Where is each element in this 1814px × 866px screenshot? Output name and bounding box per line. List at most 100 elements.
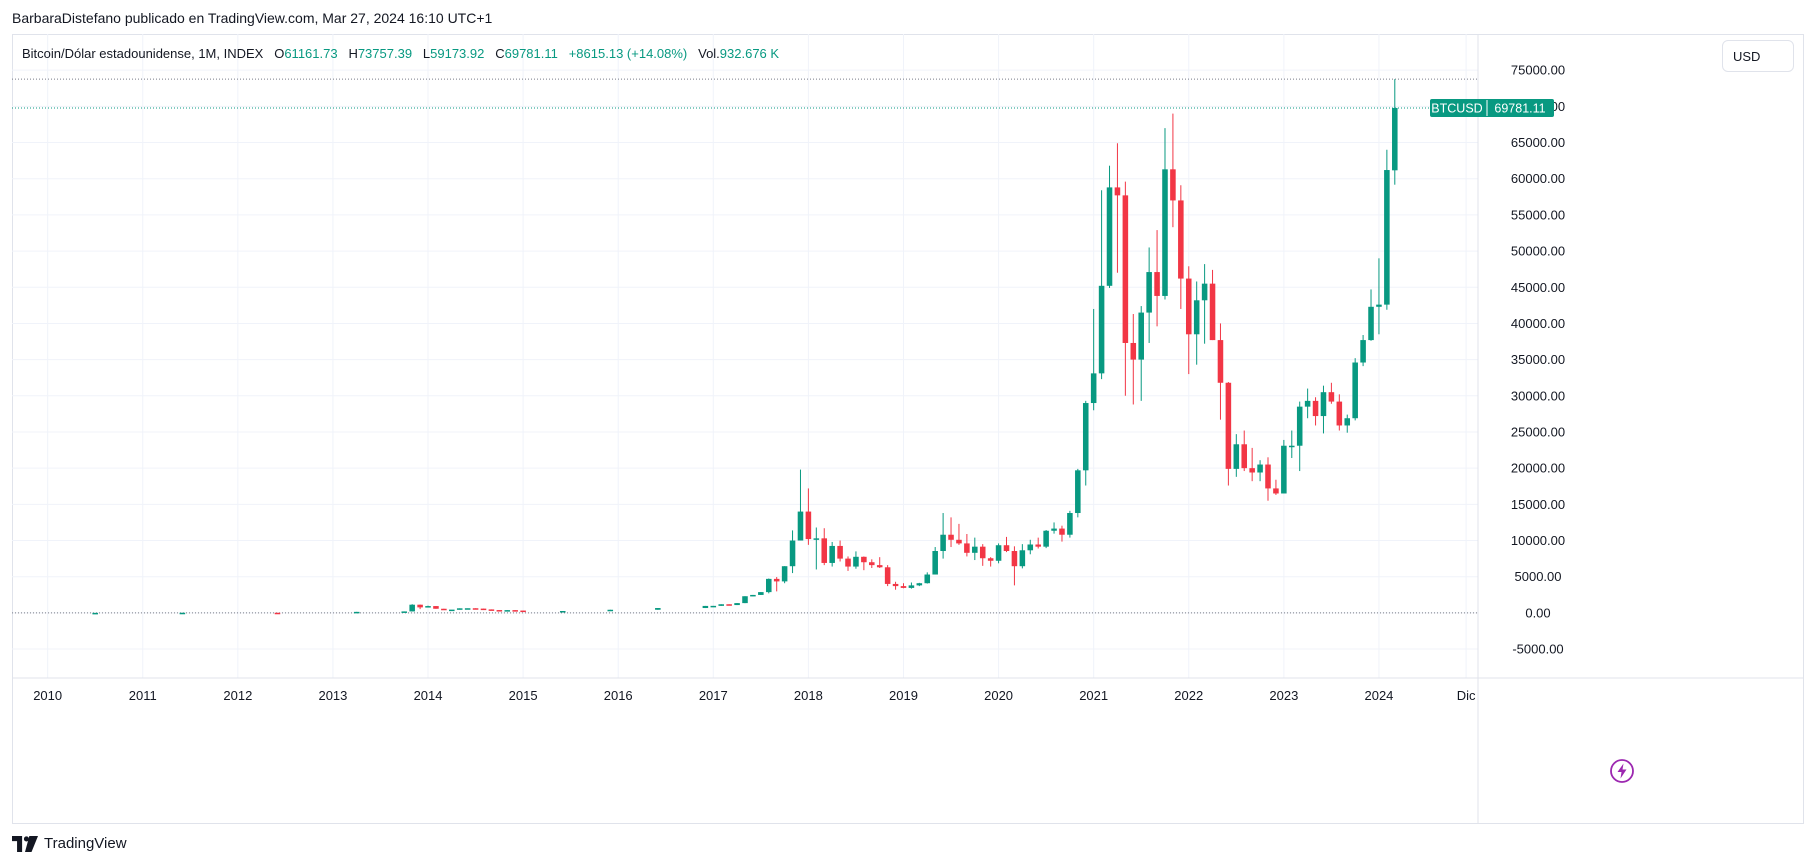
candle-body — [1090, 373, 1097, 404]
y-tick-label: 0.00 — [1525, 605, 1550, 620]
publisher-line: BarbaraDistefano publicado en TradingVie… — [12, 10, 493, 26]
x-tick-label: 2024 — [1364, 688, 1393, 703]
candle-body — [892, 583, 899, 587]
candle-body — [1320, 392, 1327, 417]
price-tag-background — [1430, 98, 1554, 117]
y-tick-label: -5000.00 — [1512, 642, 1563, 657]
candle-body — [861, 556, 867, 563]
x-tick-label: 2016 — [604, 688, 633, 703]
candle-body — [401, 611, 408, 613]
candle-body — [1281, 445, 1287, 494]
candle-body — [433, 606, 439, 609]
y-tick-label: 50000.00 — [1511, 244, 1565, 259]
lightning-icon[interactable] — [1609, 758, 1635, 784]
candle-body — [425, 606, 431, 608]
candle-body — [956, 539, 962, 544]
candle-body — [1154, 272, 1160, 296]
candle-body — [1344, 418, 1351, 426]
y-axis: 75000.0070000.0065000.0060000.0055000.00… — [1511, 63, 1565, 657]
grid-lines — [12, 34, 1803, 823]
candle-body — [1241, 444, 1248, 469]
candle-body — [464, 608, 471, 610]
candle-body — [1304, 400, 1311, 407]
candle-body — [1225, 382, 1232, 469]
candle-body — [353, 611, 360, 614]
x-tick-label: 2021 — [1079, 688, 1108, 703]
candle-body — [718, 604, 725, 606]
candle-body — [1035, 544, 1041, 547]
volume-label: Vol. — [698, 46, 720, 61]
price-tag-symbol: BTCUSD — [1431, 101, 1482, 115]
symbol-label: Bitcoin/Dólar estadounidense, 1M, INDEX — [22, 46, 264, 61]
x-tick-label: 2015 — [509, 688, 538, 703]
candles — [92, 79, 1398, 615]
footer-brand[interactable]: TradingView — [12, 835, 127, 852]
candle-body — [964, 543, 970, 553]
candle-body — [1193, 300, 1200, 335]
candle-body — [995, 545, 1002, 561]
candle-body — [480, 608, 487, 611]
volume-value: 932.676 K — [719, 46, 780, 61]
candle-body — [559, 610, 566, 613]
tradingview-logo-icon — [12, 835, 38, 852]
y-tick-label: 35000.00 — [1511, 352, 1565, 367]
candle-body — [1257, 464, 1263, 473]
candle-body — [765, 578, 772, 593]
open-label: O — [274, 46, 285, 61]
candle-body — [837, 545, 843, 559]
candle-body — [1114, 187, 1121, 196]
high-value: 73757.39 — [357, 46, 413, 61]
candle-body — [1043, 530, 1049, 547]
candle-body — [702, 605, 709, 609]
candle-body — [92, 612, 98, 615]
candle-body — [1146, 272, 1152, 313]
chart-frame — [12, 34, 1804, 824]
candle-body — [908, 585, 915, 588]
candle-body — [1289, 445, 1295, 448]
x-tick-label: 2010 — [33, 688, 62, 703]
candle-body — [607, 609, 614, 612]
y-tick-label: 55000.00 — [1511, 207, 1565, 222]
y-tick-label: 5000.00 — [1515, 569, 1562, 584]
x-tick-label: 2022 — [1174, 688, 1203, 703]
candle-body — [1392, 107, 1398, 171]
y-tick-label: 65000.00 — [1511, 135, 1565, 150]
candle-body — [1296, 406, 1303, 446]
candle-body — [1217, 340, 1224, 383]
candle-body — [488, 609, 495, 611]
candle-body — [884, 567, 891, 584]
candle-body — [979, 546, 986, 559]
candle-body — [1384, 170, 1390, 305]
candle-body — [512, 610, 518, 612]
low-value: 59173.92 — [430, 46, 485, 61]
candle-body — [750, 594, 756, 597]
y-tick-label: 45000.00 — [1511, 280, 1565, 295]
currency-button[interactable]: USD — [1722, 40, 1794, 72]
candle-body — [734, 603, 740, 606]
candle-body — [1360, 340, 1366, 363]
x-tick-label: Dic — [1457, 688, 1476, 703]
candle-body — [853, 556, 859, 567]
candle-body — [742, 596, 748, 604]
candle-body — [1209, 283, 1216, 341]
candle-body — [504, 610, 511, 612]
candle-body — [1067, 513, 1073, 535]
high-label: H — [348, 46, 358, 61]
y-tick-label: 30000.00 — [1511, 388, 1565, 403]
candle-body — [773, 578, 780, 582]
candle-body — [726, 604, 732, 606]
candle-body — [1011, 551, 1018, 567]
candle-body — [1019, 550, 1026, 567]
x-tick-label: 2023 — [1269, 688, 1298, 703]
open-value: 61161.73 — [284, 46, 338, 61]
candle-body — [1185, 278, 1192, 335]
y-tick-label: 60000.00 — [1511, 171, 1565, 186]
candle-body — [456, 608, 463, 610]
candle-body — [1249, 468, 1255, 473]
candle-body — [1130, 342, 1137, 360]
candle-body — [797, 511, 804, 541]
x-tick-label: 2013 — [318, 688, 347, 703]
candle-body — [496, 610, 503, 612]
candle-body — [1376, 304, 1382, 307]
